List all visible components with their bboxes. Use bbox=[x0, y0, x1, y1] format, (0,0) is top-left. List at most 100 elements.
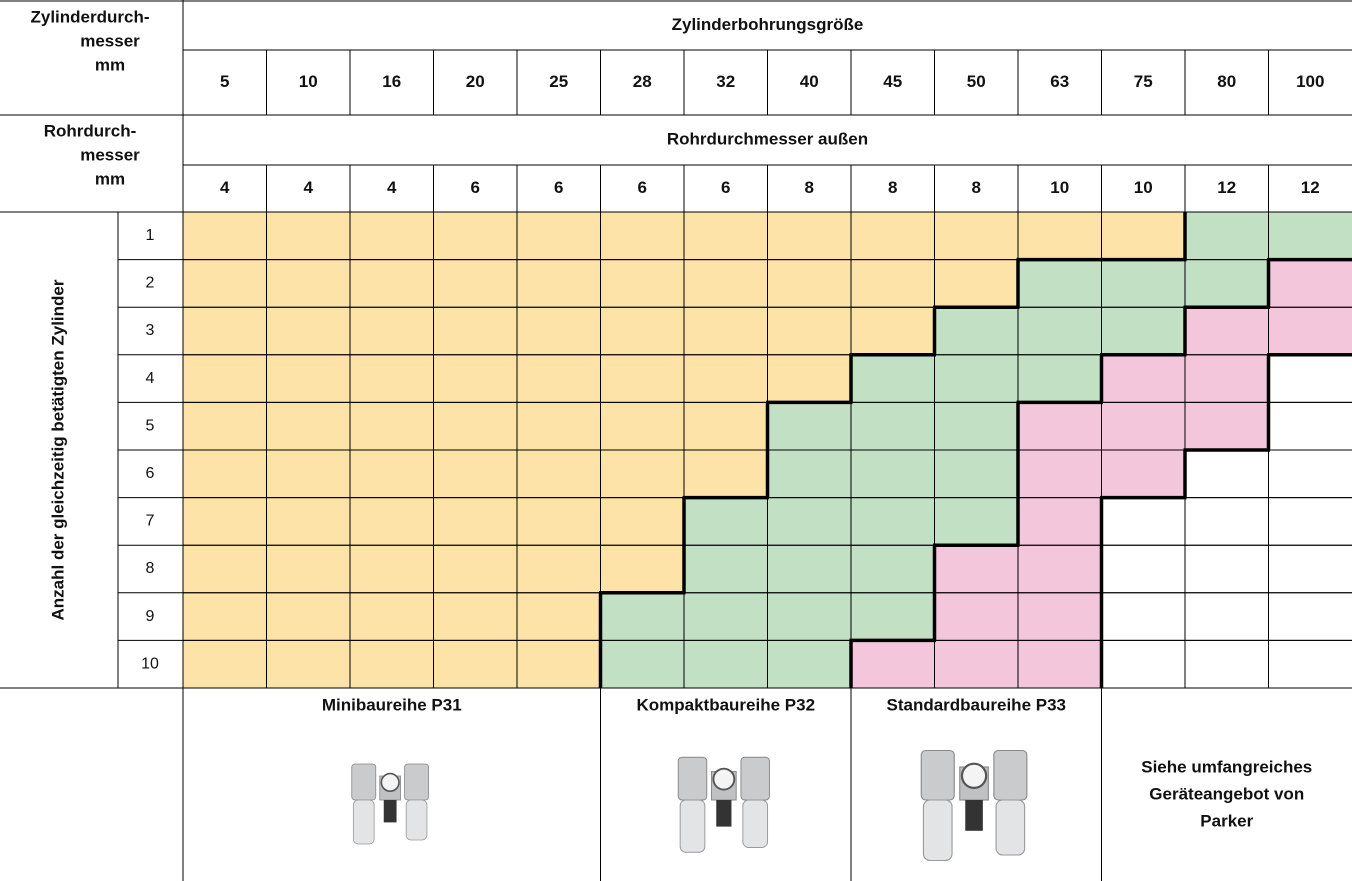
row-label: 2 bbox=[146, 275, 155, 292]
cell bbox=[267, 450, 351, 498]
header-value: 25 bbox=[549, 72, 568, 91]
row-label: 9 bbox=[146, 608, 155, 625]
cell bbox=[1018, 593, 1102, 641]
cell bbox=[434, 545, 518, 593]
cell bbox=[183, 498, 267, 546]
cell bbox=[183, 307, 267, 355]
cell bbox=[1185, 212, 1269, 260]
cell bbox=[684, 355, 768, 403]
cell bbox=[851, 260, 935, 308]
unit bbox=[994, 751, 1027, 801]
unit bbox=[923, 800, 952, 861]
header-value: 75 bbox=[1134, 72, 1153, 91]
header-value: 4 bbox=[304, 178, 314, 197]
cell bbox=[601, 212, 685, 260]
cell bbox=[684, 260, 768, 308]
cell bbox=[1102, 450, 1186, 498]
unit bbox=[996, 800, 1025, 855]
cell bbox=[183, 212, 267, 260]
cell bbox=[434, 498, 518, 546]
gauge bbox=[713, 769, 734, 790]
cell bbox=[684, 640, 768, 688]
cell bbox=[1269, 545, 1352, 593]
cell bbox=[601, 450, 685, 498]
cell bbox=[1185, 355, 1269, 403]
cell bbox=[350, 260, 434, 308]
cell bbox=[267, 498, 351, 546]
cell bbox=[768, 545, 852, 593]
cell bbox=[434, 402, 518, 450]
row-label: 1 bbox=[146, 227, 155, 244]
cell bbox=[1269, 640, 1352, 688]
cell bbox=[1269, 355, 1352, 403]
cell bbox=[350, 593, 434, 641]
cell bbox=[1102, 307, 1186, 355]
cell bbox=[434, 450, 518, 498]
cell bbox=[1018, 498, 1102, 546]
cell bbox=[851, 545, 935, 593]
cell bbox=[851, 640, 935, 688]
product-image bbox=[352, 764, 429, 844]
product-label: Geräteangebot von bbox=[1149, 784, 1304, 803]
cell bbox=[1018, 355, 1102, 403]
cell bbox=[434, 307, 518, 355]
header-value: 10 bbox=[1134, 178, 1153, 197]
header-value: 6 bbox=[721, 178, 730, 197]
cell bbox=[517, 498, 601, 546]
product-label: Parker bbox=[1200, 811, 1253, 830]
row-label: 6 bbox=[146, 465, 155, 482]
cell bbox=[768, 593, 852, 641]
cell bbox=[1102, 260, 1186, 308]
header-value: 6 bbox=[638, 178, 647, 197]
cell bbox=[183, 593, 267, 641]
cell bbox=[434, 355, 518, 403]
header-value: 12 bbox=[1217, 178, 1236, 197]
cell bbox=[601, 307, 685, 355]
unit bbox=[406, 800, 427, 840]
cell bbox=[684, 450, 768, 498]
cell bbox=[1269, 212, 1352, 260]
header-value: 20 bbox=[466, 72, 485, 91]
cell bbox=[684, 593, 768, 641]
cell bbox=[183, 355, 267, 403]
cell bbox=[517, 593, 601, 641]
cell bbox=[183, 450, 267, 498]
row-label: 5 bbox=[146, 417, 155, 434]
unit bbox=[678, 757, 707, 800]
cell bbox=[1185, 593, 1269, 641]
cell bbox=[851, 307, 935, 355]
cell bbox=[183, 640, 267, 688]
cell bbox=[851, 355, 935, 403]
unit bbox=[352, 764, 376, 800]
cell bbox=[935, 355, 1019, 403]
cell bbox=[601, 260, 685, 308]
cell bbox=[517, 545, 601, 593]
unit bbox=[680, 800, 705, 852]
header-value: 45 bbox=[883, 72, 902, 91]
cell bbox=[1185, 307, 1269, 355]
cell bbox=[1102, 640, 1186, 688]
cell bbox=[517, 355, 601, 403]
header-value: 100 bbox=[1296, 72, 1324, 91]
header-value: 10 bbox=[299, 72, 318, 91]
cell bbox=[601, 402, 685, 450]
cell bbox=[601, 545, 685, 593]
header-label: Zylinderdurch- bbox=[30, 7, 149, 26]
cell bbox=[684, 545, 768, 593]
cell bbox=[1018, 450, 1102, 498]
cell bbox=[434, 640, 518, 688]
header-value: 10 bbox=[1050, 178, 1069, 197]
product-image bbox=[678, 757, 769, 852]
cell bbox=[1018, 640, 1102, 688]
cell bbox=[1185, 640, 1269, 688]
cell bbox=[851, 402, 935, 450]
product-label: Siehe umfangreiches bbox=[1141, 757, 1312, 776]
cell bbox=[183, 545, 267, 593]
cell bbox=[267, 402, 351, 450]
cell bbox=[851, 498, 935, 546]
header-label: messer bbox=[80, 31, 140, 50]
cell bbox=[851, 212, 935, 260]
header-title: Rohrdurchmesser außen bbox=[667, 129, 868, 148]
cell bbox=[1269, 498, 1352, 546]
knob bbox=[716, 800, 731, 827]
